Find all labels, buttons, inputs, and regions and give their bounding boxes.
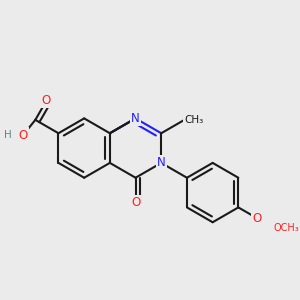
- Text: H: H: [4, 130, 12, 140]
- Text: CH₃: CH₃: [184, 115, 204, 125]
- Text: N: N: [157, 156, 166, 170]
- Text: O: O: [131, 196, 140, 209]
- Text: O: O: [42, 94, 51, 107]
- Text: OCH₃: OCH₃: [274, 223, 299, 233]
- Text: O: O: [252, 212, 262, 225]
- Text: N: N: [131, 112, 140, 125]
- Text: O: O: [19, 129, 28, 142]
